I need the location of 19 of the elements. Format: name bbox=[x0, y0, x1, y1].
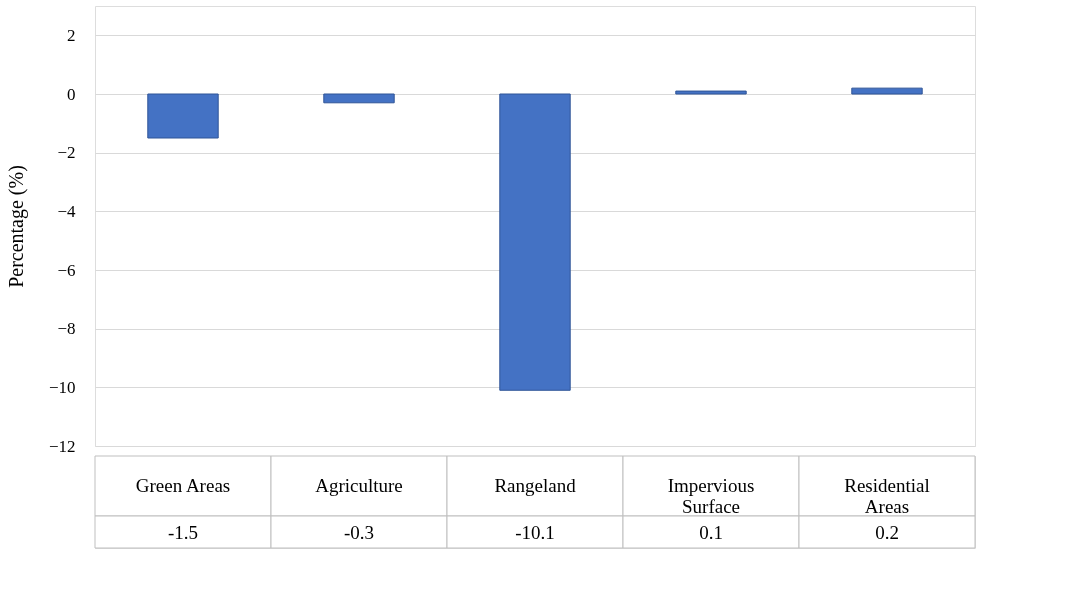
x-tick-label: Residential Areas bbox=[844, 475, 930, 517]
y-tick-label: −10 bbox=[48, 377, 76, 397]
x-tick-label: Agriculture bbox=[315, 475, 403, 496]
y-tick-label: 0 bbox=[67, 84, 76, 104]
y-tick-label: −8 bbox=[57, 319, 76, 339]
y-tick-label: −6 bbox=[57, 260, 76, 280]
x-tick-label: Green Areas bbox=[135, 475, 231, 496]
data-label: 0.2 bbox=[875, 522, 899, 543]
y-axis-title: Percentage (%) bbox=[4, 165, 28, 288]
data-label: -0.3 bbox=[343, 522, 375, 543]
x-tick-label: Impervious Surface bbox=[667, 475, 755, 517]
data-label: -1.5 bbox=[167, 522, 199, 543]
y-tick-label: −4 bbox=[57, 201, 76, 221]
y-tick-label: −2 bbox=[57, 143, 76, 163]
y-tick-label: 2 bbox=[67, 25, 76, 45]
data-label: -10.1 bbox=[515, 522, 555, 543]
data-label: 0.1 bbox=[699, 522, 723, 543]
x-tick-label: Rangeland bbox=[494, 475, 577, 496]
y-tick-label: −12 bbox=[48, 436, 76, 456]
